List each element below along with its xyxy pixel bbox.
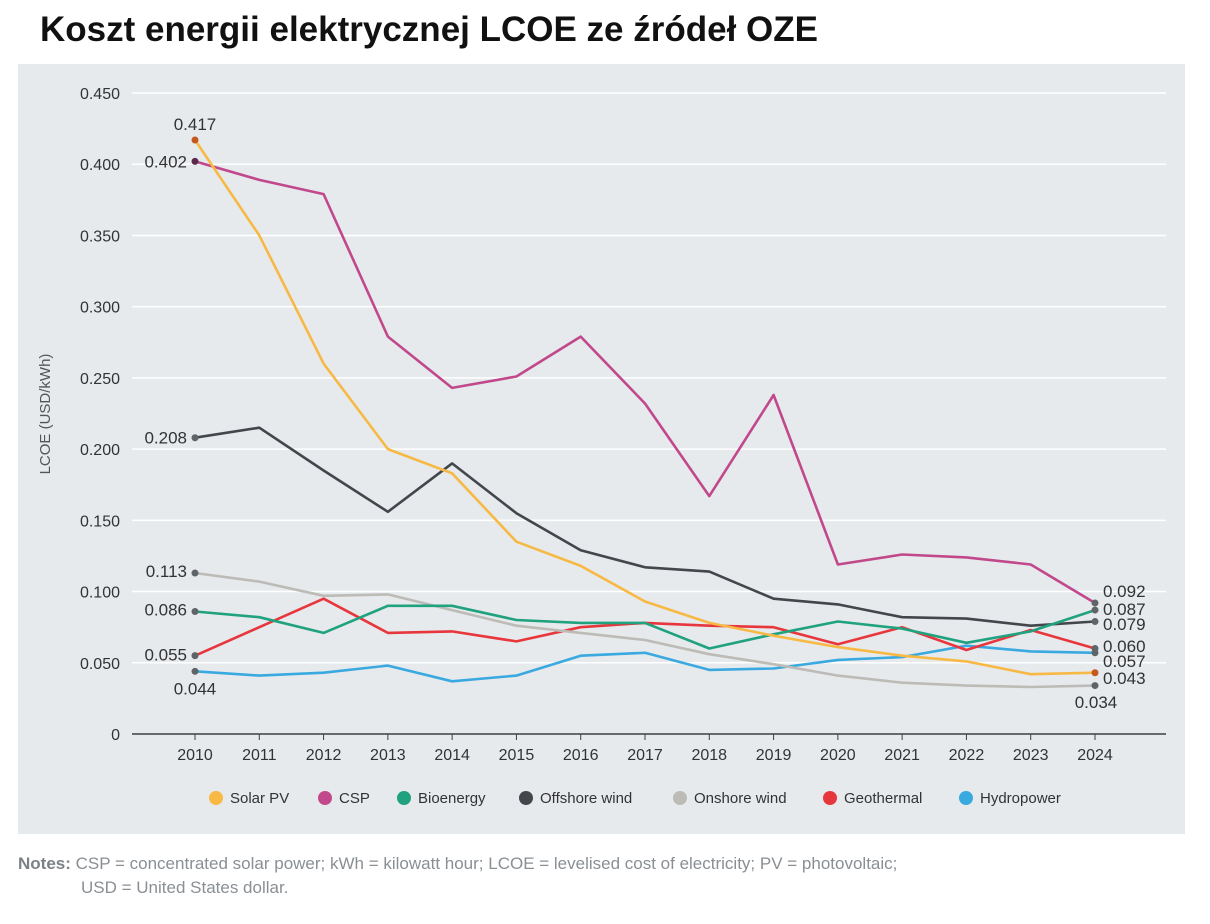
geothermal-start-label: 0.055 — [144, 646, 187, 665]
offshore-wind-start-marker — [191, 434, 199, 442]
x-tick-label: 2011 — [242, 747, 277, 764]
x-tick-label: 2014 — [434, 747, 470, 764]
hydropower-start-label: 0.044 — [174, 679, 217, 698]
bioenergy-start-marker — [191, 607, 199, 615]
geothermal-end-label: 0.060 — [1103, 637, 1146, 656]
chart-panel: 0 0.050 0.100 0.150 0.200 0.250 0.300 0.350 0.40… — [18, 64, 1185, 834]
hydropower-end-label: 0.057 — [1103, 652, 1146, 671]
onshore-wind-line — [193, 571, 1097, 689]
hydropower-end-marker — [1091, 649, 1099, 657]
y-tick-label: 0.450 — [80, 86, 120, 103]
onshore-wind-start-marker — [191, 569, 199, 577]
onshore-wind-end-marker — [1091, 682, 1099, 690]
solar-pv-start-marker — [191, 136, 199, 144]
notes-line-1: CSP = concentrated solar power; kWh = ki… — [70, 854, 898, 873]
x-tick-label: 2024 — [1077, 747, 1113, 764]
csp-end-marker — [1091, 599, 1099, 607]
csp-legend-swatch — [318, 791, 332, 805]
x-tick-label: 2017 — [627, 747, 663, 764]
offshore-wind-end-marker — [1091, 617, 1099, 625]
y-tick-label: 0.200 — [80, 442, 120, 459]
x-tick-label: 2022 — [949, 747, 985, 764]
y-tick-label: 0.300 — [80, 300, 120, 317]
x-tick-label: 2015 — [499, 747, 535, 764]
bioenergy-end-label: 0.087 — [1103, 600, 1146, 619]
onshore-wind-end-label: 0.034 — [1075, 693, 1118, 712]
solar-pv-legend-label: Solar PV — [230, 790, 289, 807]
geothermal-legend-swatch — [823, 791, 837, 805]
x-tick-label: 2019 — [756, 747, 792, 764]
offshore-wind-end-label: 0.079 — [1103, 615, 1146, 634]
y-tick-label: 0.150 — [80, 513, 120, 530]
solar-pv-line — [193, 138, 1097, 676]
csp-end-label: 0.092 — [1103, 582, 1146, 601]
x-tick-label: 2013 — [370, 747, 406, 764]
x-tick-label: 2018 — [691, 747, 727, 764]
x-tick-label: 2016 — [563, 747, 599, 764]
x-tick-label: 2023 — [1013, 747, 1049, 764]
bioenergy-start-label: 0.086 — [144, 600, 187, 619]
offshore-wind-line — [193, 426, 1097, 628]
offshore-wind-start-label: 0.208 — [144, 429, 187, 448]
y-axis-title: LCOE (USD/kWh) — [37, 354, 54, 475]
y-tick-label: 0.100 — [80, 585, 120, 602]
offshore-wind-legend-label: Offshore wind — [540, 790, 632, 807]
x-tick-label: 2020 — [820, 747, 856, 764]
offshore-wind-legend-swatch — [519, 791, 533, 805]
x-tick-label: 2021 — [884, 747, 920, 764]
onshore-wind-legend-swatch — [673, 791, 687, 805]
onshore-wind-legend-label: Onshore wind — [694, 790, 787, 807]
hydropower-line — [193, 644, 1097, 683]
solar-pv-end-label: 0.043 — [1103, 669, 1146, 688]
y-tick-label: 0 — [111, 727, 120, 744]
geothermal-line — [193, 597, 1097, 658]
geothermal-legend-label: Geothermal — [844, 790, 922, 807]
solar-pv-start-label: 0.417 — [174, 115, 217, 134]
hydropower-legend-swatch — [959, 791, 973, 805]
bioenergy-legend-swatch — [397, 791, 411, 805]
y-tick-label: 0.250 — [80, 371, 120, 388]
solar-pv-end-marker — [1091, 669, 1099, 677]
geothermal-start-marker — [191, 652, 199, 660]
y-tick-label: 0.400 — [80, 157, 120, 174]
page-title: Koszt energii elektrycznej LCOE ze źróde… — [40, 10, 818, 49]
notes-prefix: Notes: — [18, 854, 71, 873]
csp-start-label: 0.402 — [144, 152, 187, 171]
bioenergy-line — [193, 604, 1097, 650]
bioenergy-legend-label: Bioenergy — [418, 790, 486, 807]
csp-legend-label: CSP — [339, 790, 370, 807]
y-tick-label: 0.050 — [80, 656, 120, 673]
x-tick-label: 2012 — [306, 747, 342, 764]
notes: Notes: CSP = concentrated solar power; k… — [18, 852, 897, 900]
lcoe-line-chart: 0 0.050 0.100 0.150 0.200 0.250 0.300 0.350 0.40… — [37, 86, 1166, 807]
solar-pv-legend-swatch — [209, 791, 223, 805]
x-tick-label: 2010 — [177, 747, 213, 764]
csp-line — [193, 160, 1097, 605]
hydropower-start-marker — [191, 667, 199, 675]
csp-start-marker — [191, 157, 199, 165]
bioenergy-end-marker — [1091, 606, 1099, 614]
notes-line-2: USD = United States dollar. — [81, 878, 289, 897]
hydropower-legend-label: Hydropower — [980, 790, 1061, 807]
onshore-wind-start-label: 0.113 — [146, 562, 187, 581]
y-tick-label: 0.350 — [80, 228, 120, 245]
